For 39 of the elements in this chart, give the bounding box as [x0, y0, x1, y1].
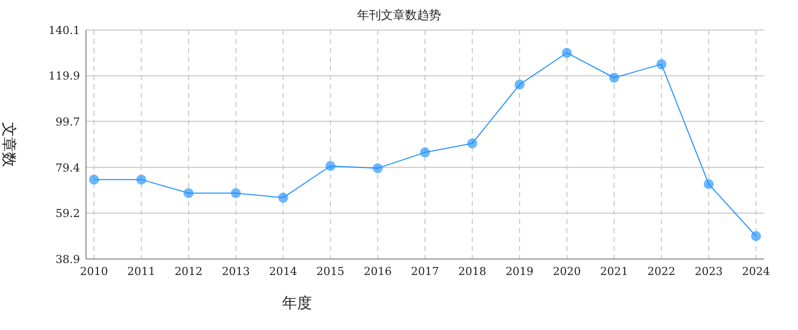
point: [136, 174, 146, 185]
x-tick-label: 2023: [694, 265, 723, 278]
point: [609, 72, 620, 83]
x-tick-label: 2020: [552, 265, 581, 278]
point: [278, 192, 288, 203]
y-tick-label: 38.9: [56, 253, 80, 266]
x-tick-label: 2014: [269, 265, 298, 278]
point: [656, 59, 666, 70]
point: [325, 160, 336, 171]
point: [230, 188, 241, 198]
point: [89, 174, 99, 185]
point: [467, 138, 478, 148]
chart-title: 年刊文章数趋势: [357, 8, 441, 22]
point: [420, 147, 430, 158]
x-tick-label: 2016: [364, 265, 392, 278]
x-tick-label: 2015: [316, 265, 344, 278]
y-axis-title: 文章数: [0, 122, 18, 167]
x-tick-label: 2024: [742, 265, 770, 278]
y-tick-label: 140.1: [48, 24, 80, 37]
point: [704, 179, 714, 190]
x-tick-label: 2017: [411, 265, 439, 278]
x-axis-title: 年度: [282, 294, 312, 312]
point: [562, 48, 572, 58]
point: [751, 231, 761, 242]
y-tick-label: 79.4: [56, 161, 80, 174]
point: [372, 163, 383, 174]
x-tick-label: 2019: [506, 265, 534, 278]
point: [184, 188, 194, 198]
y-tick-label: 119.9: [48, 70, 80, 83]
y-tick-label: 59.2: [56, 207, 80, 220]
x-tick-label: 2011: [127, 265, 156, 278]
y-tick-label: 99.7: [56, 115, 80, 128]
x-tick-label: 2018: [458, 265, 486, 278]
x-tick-label: 2022: [647, 265, 676, 278]
x-tick-label: 2010: [80, 265, 108, 278]
x-tick-label: 2021: [600, 265, 628, 278]
point: [514, 80, 525, 90]
x-tick-label: 2012: [174, 265, 203, 278]
x-tick-label: 2013: [222, 265, 250, 278]
